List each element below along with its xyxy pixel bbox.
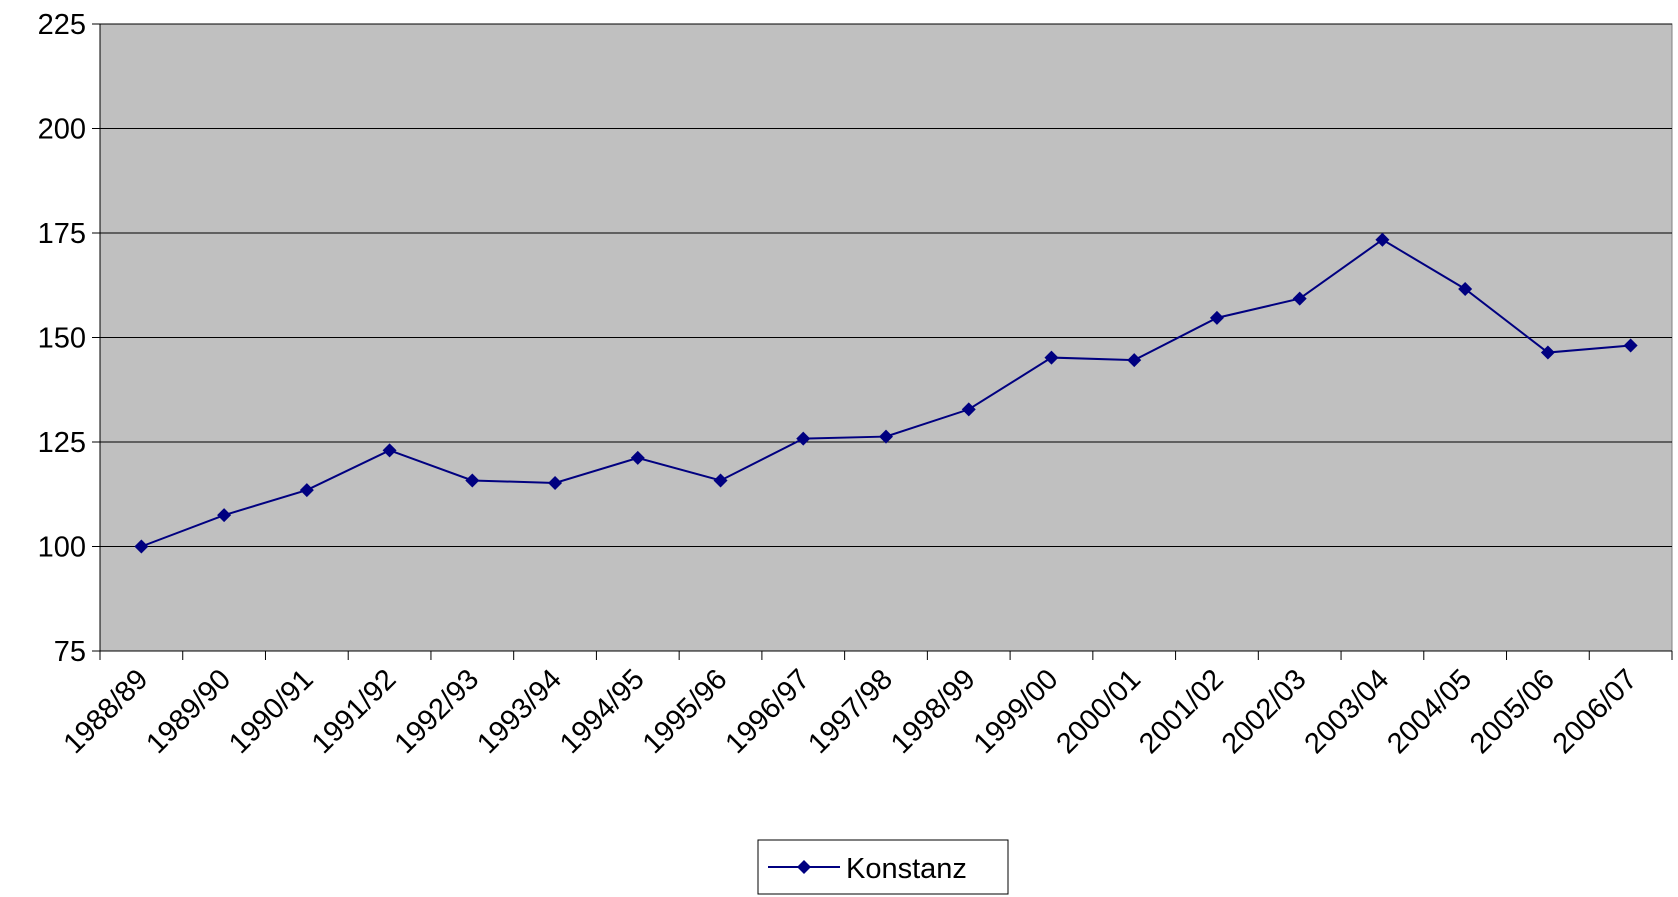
data-point [796,431,811,446]
data-point [961,402,976,417]
x-tick-label: 1989/90 [140,663,237,760]
x-tick-label: 2006/07 [1547,663,1644,760]
x-tick-label: 1998/99 [885,663,982,760]
y-tick-label: 225 [38,9,86,41]
y-tick-label: 150 [38,323,86,355]
x-tick-label: 2005/06 [1464,663,1561,760]
data-point [382,443,397,458]
x-tick-label: 2002/03 [1216,663,1313,760]
x-tick-label: 1996/97 [719,663,816,760]
legend-label: Konstanz [846,853,967,885]
data-point [713,473,728,488]
data-point [1540,345,1555,360]
data-point [1623,338,1638,353]
x-tick-label: 1995/96 [637,663,734,760]
y-tick-label: 125 [38,427,86,459]
legend-marker [797,860,811,874]
x-tick-label: 1992/93 [389,663,486,760]
x-tick-label: 1991/92 [306,663,403,760]
x-tick-label: 2003/04 [1299,663,1396,760]
y-tick-label: 200 [38,114,86,146]
data-point [1292,291,1307,306]
x-tick-label: 1994/95 [554,663,651,760]
x-tick-label: 1993/94 [471,663,568,760]
data-point [1209,310,1224,325]
data-point [217,508,232,523]
x-tick-label: 1997/98 [802,663,899,760]
x-tick-label: 1988/89 [58,663,155,760]
x-tick-label: 2004/05 [1381,663,1478,760]
data-point [879,429,893,444]
data-point [1458,282,1473,297]
x-tick-label: 1990/91 [223,663,320,760]
y-tick-label: 100 [38,532,86,564]
x-tick-label: 1999/00 [968,663,1065,760]
y-tick-label: 175 [38,218,86,250]
data-point [1044,350,1059,365]
x-tick-label: 2001/02 [1133,663,1230,760]
x-tick-label: 2000/01 [1050,663,1147,760]
data-point [465,473,480,488]
data-point [1375,232,1390,247]
data-point [548,475,563,490]
data-point [630,450,645,465]
y-tick-label: 75 [54,636,86,668]
data-point [299,483,314,498]
data-point [134,539,149,554]
data-point [1127,353,1142,368]
